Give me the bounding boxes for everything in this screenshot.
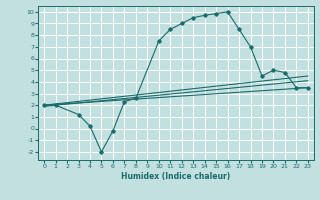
X-axis label: Humidex (Indice chaleur): Humidex (Indice chaleur) bbox=[121, 172, 231, 181]
